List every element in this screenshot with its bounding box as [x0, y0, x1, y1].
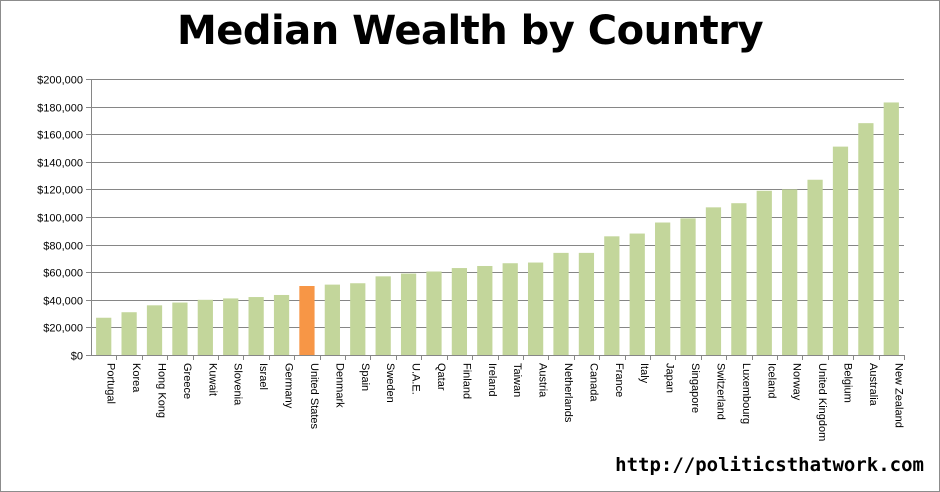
category-label: Slovenia: [232, 363, 244, 406]
bar-qatar: [426, 271, 442, 355]
bar-ireland: [477, 265, 493, 355]
category-label: Ireland: [486, 363, 498, 397]
category-label: Iceland: [765, 363, 777, 398]
y-tick-label: $100,000: [37, 213, 83, 225]
bar-switzerland: [705, 207, 722, 355]
bar-luxembourg: [731, 203, 747, 355]
chart-title: Median Wealth by Country: [176, 8, 764, 54]
y-tick-label: $60,000: [43, 268, 83, 280]
category-label: Israel: [257, 363, 269, 390]
category-label: U.A.E.: [410, 363, 422, 395]
bar-sweden: [375, 276, 391, 355]
bar-canada: [578, 252, 595, 355]
category-label: Australia: [867, 363, 879, 407]
category-label: New Zealand: [892, 363, 904, 428]
category-label: Portugal: [105, 363, 117, 404]
source-url: http://politicsthatwork.com: [615, 454, 924, 476]
category-label: Canada: [587, 363, 599, 402]
bar-norway: [782, 189, 798, 355]
category-label: Luxembourg: [740, 363, 752, 424]
bar-taiwan: [502, 263, 518, 355]
bar-hong-kong: [146, 305, 163, 355]
category-label: Norway: [791, 363, 803, 401]
bar-australia: [858, 123, 874, 355]
category-label: Spain: [359, 363, 371, 391]
x-axis-category-labels: Portugal Korea Hong Kong Greece Kuwait Sloven…: [105, 363, 905, 441]
category-label: Korea: [130, 363, 142, 393]
y-tick-label: $160,000: [37, 130, 83, 142]
bar-france: [604, 236, 620, 355]
y-tick-label: $0: [71, 351, 83, 363]
bar-iceland: [756, 190, 772, 355]
bar-u-a-e: [400, 273, 417, 355]
bar-new-zealand: [883, 102, 899, 356]
y-tick-label: $80,000: [43, 241, 83, 253]
bars: [96, 102, 899, 356]
bar-united-kingdom: [807, 179, 823, 355]
bar-greece: [172, 302, 188, 355]
bar-slovenia: [223, 298, 239, 355]
category-label: United States: [308, 363, 320, 430]
category-label: Taiwan: [511, 363, 523, 397]
y-tick-label: $140,000: [37, 158, 83, 170]
y-tick-label: $200,000: [37, 75, 83, 87]
y-tick-label: $40,000: [43, 296, 83, 308]
category-label: Denmark: [333, 363, 345, 408]
bar-germany: [273, 294, 290, 355]
category-label: Kuwait: [206, 363, 218, 396]
category-label: Sweden: [384, 363, 396, 403]
category-label: Singapore: [689, 363, 701, 413]
bar-israel: [248, 297, 264, 355]
category-label: Belgium: [841, 363, 853, 403]
category-label: France: [613, 363, 625, 397]
y-axis-tick-labels: $0 $20,000 $40,000 $60,000 $80,000 $100,000 $1…: [37, 75, 83, 363]
y-tick-label: $180,000: [37, 103, 83, 115]
bar-austria: [527, 262, 544, 355]
bar-denmark: [324, 284, 340, 355]
category-label: Germany: [283, 363, 295, 409]
bar-singapore: [680, 218, 696, 355]
bar-portugal: [96, 317, 112, 355]
category-label: Japan: [664, 363, 676, 393]
category-label: Netherlands: [562, 363, 574, 423]
bar-finland: [451, 268, 468, 355]
category-label: Switzerland: [714, 363, 726, 420]
category-label: Qatar: [435, 363, 447, 391]
y-tick-label: $20,000: [43, 323, 83, 335]
bar-belgium: [832, 146, 849, 355]
category-label: Finland: [460, 363, 472, 399]
bar-italy: [629, 233, 645, 355]
axes: [91, 79, 904, 356]
category-label: Hong Kong: [156, 363, 168, 418]
y-tick-label: $120,000: [37, 185, 83, 197]
bar-kuwait: [197, 299, 213, 355]
bar-korea: [121, 312, 137, 355]
category-label: United Kingdom: [816, 363, 828, 441]
category-label: Greece: [181, 363, 193, 399]
bar-united-states: [299, 286, 315, 355]
bar-japan: [655, 222, 671, 355]
category-label: Italy: [638, 363, 650, 384]
category-label: Austria: [537, 363, 549, 398]
bar-spain: [350, 283, 366, 355]
bar-netherlands: [553, 252, 569, 355]
